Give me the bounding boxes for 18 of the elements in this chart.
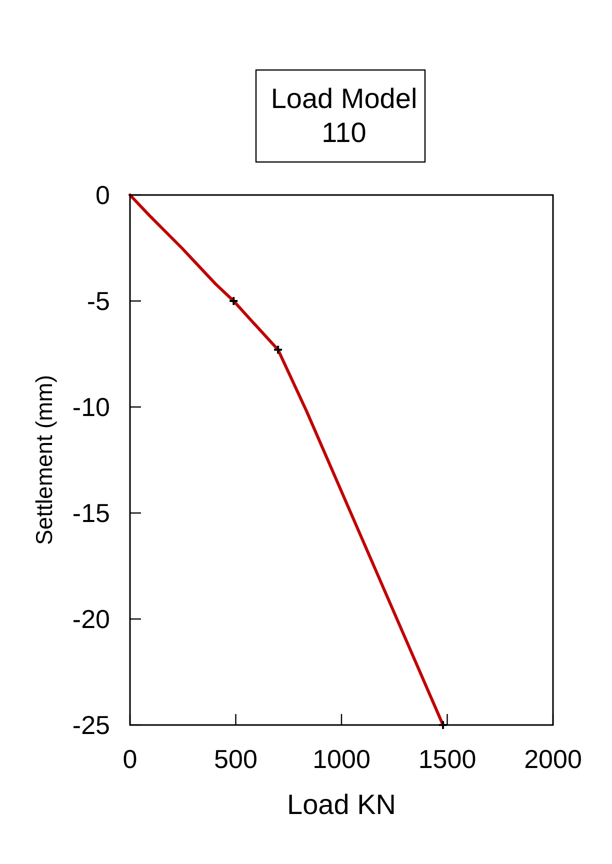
x-tick-label: 2000 bbox=[524, 744, 582, 774]
y-tick-label: 0 bbox=[96, 180, 110, 210]
y-tick-label: -5 bbox=[86, 286, 110, 316]
x-tick-label: 500 bbox=[214, 744, 258, 774]
y-tick-label: -20 bbox=[72, 604, 110, 634]
y-tick-label: -15 bbox=[72, 498, 110, 528]
x-tick-label: 0 bbox=[122, 744, 138, 774]
x-tick-label: 1000 bbox=[312, 744, 370, 774]
point bbox=[438, 720, 448, 730]
point bbox=[273, 344, 284, 355]
y-axis-title: Settlement (mm) bbox=[31, 375, 57, 545]
x-tick-label: 1500 bbox=[418, 744, 476, 774]
y-tick-label: -10 bbox=[72, 392, 110, 422]
x-axis-title: Load KN bbox=[287, 789, 396, 820]
point bbox=[228, 296, 239, 306]
y-tick-label: -25 bbox=[72, 710, 110, 740]
chart-title: Load Model 110 bbox=[270, 83, 418, 148]
line-series bbox=[128, 194, 445, 726]
